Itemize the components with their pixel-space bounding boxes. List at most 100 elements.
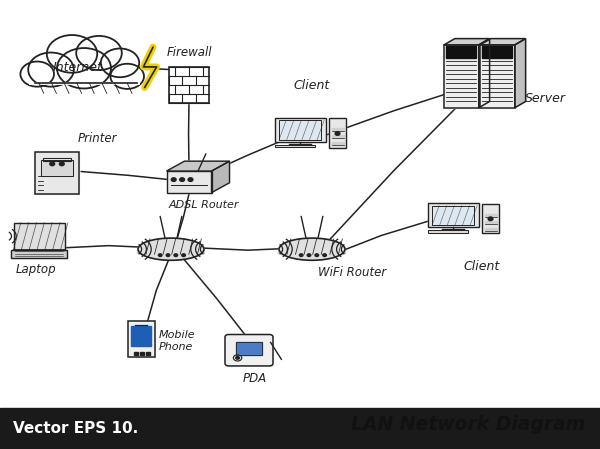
Circle shape bbox=[323, 254, 326, 256]
Bar bbox=[43, 158, 71, 161]
Text: Laptop: Laptop bbox=[16, 263, 56, 276]
Bar bbox=[427, 203, 479, 227]
Bar bbox=[485, 214, 497, 216]
Bar bbox=[43, 158, 71, 161]
Circle shape bbox=[182, 254, 185, 256]
Bar bbox=[485, 228, 497, 231]
Bar bbox=[482, 46, 512, 58]
Bar bbox=[140, 352, 144, 355]
Circle shape bbox=[233, 355, 242, 361]
Bar bbox=[11, 250, 67, 258]
Bar bbox=[167, 171, 212, 193]
Bar bbox=[444, 45, 479, 108]
Bar bbox=[427, 230, 468, 233]
Text: WiFi Router: WiFi Router bbox=[318, 266, 386, 279]
Bar bbox=[432, 206, 474, 225]
Polygon shape bbox=[515, 39, 526, 108]
Text: Vector EPS 10.: Vector EPS 10. bbox=[13, 421, 139, 436]
Circle shape bbox=[50, 162, 55, 166]
Circle shape bbox=[47, 35, 97, 73]
Circle shape bbox=[299, 254, 303, 256]
Circle shape bbox=[20, 62, 54, 87]
Polygon shape bbox=[185, 161, 229, 183]
Circle shape bbox=[180, 178, 185, 181]
Bar bbox=[14, 223, 65, 250]
Polygon shape bbox=[212, 161, 229, 193]
Circle shape bbox=[57, 48, 111, 88]
Bar bbox=[279, 120, 321, 140]
Polygon shape bbox=[167, 161, 229, 171]
Circle shape bbox=[158, 254, 162, 256]
Bar bbox=[11, 250, 67, 258]
Bar bbox=[30, 70, 138, 83]
Bar bbox=[444, 45, 479, 108]
Circle shape bbox=[166, 254, 170, 256]
Circle shape bbox=[172, 178, 176, 181]
Ellipse shape bbox=[137, 249, 205, 257]
Bar bbox=[480, 45, 515, 108]
Polygon shape bbox=[479, 39, 490, 108]
Bar bbox=[41, 160, 73, 176]
Bar bbox=[432, 206, 474, 225]
Text: Mobile
Phone: Mobile Phone bbox=[159, 330, 196, 352]
Ellipse shape bbox=[279, 238, 345, 260]
Circle shape bbox=[174, 254, 178, 256]
Text: Firewall: Firewall bbox=[166, 46, 212, 59]
Circle shape bbox=[76, 36, 122, 70]
Text: ADSL Router: ADSL Router bbox=[169, 200, 239, 210]
Bar bbox=[485, 221, 497, 224]
Bar bbox=[331, 136, 344, 138]
Bar bbox=[134, 352, 138, 355]
Bar bbox=[446, 46, 476, 58]
Bar bbox=[331, 142, 344, 145]
Bar bbox=[128, 321, 155, 357]
Text: LAN Network Diagram: LAN Network Diagram bbox=[351, 415, 585, 434]
Bar bbox=[482, 204, 499, 233]
Text: Printer: Printer bbox=[78, 132, 118, 145]
Bar bbox=[329, 119, 346, 148]
Circle shape bbox=[315, 254, 319, 256]
Bar bbox=[331, 128, 344, 131]
Circle shape bbox=[59, 162, 64, 166]
Bar bbox=[275, 118, 325, 142]
Bar bbox=[35, 152, 79, 194]
Bar bbox=[128, 321, 155, 357]
Circle shape bbox=[110, 64, 144, 89]
Circle shape bbox=[236, 357, 239, 359]
Text: Client: Client bbox=[294, 79, 330, 92]
Bar bbox=[0, 408, 600, 449]
Bar bbox=[275, 145, 316, 147]
Bar bbox=[131, 326, 151, 347]
Bar bbox=[169, 67, 209, 103]
Bar bbox=[236, 342, 262, 355]
Bar bbox=[275, 145, 316, 147]
Circle shape bbox=[335, 132, 340, 135]
Circle shape bbox=[488, 217, 493, 220]
Text: Internet: Internet bbox=[53, 61, 103, 74]
Bar bbox=[169, 67, 209, 103]
Polygon shape bbox=[480, 39, 526, 45]
Bar bbox=[482, 204, 499, 233]
Bar bbox=[427, 230, 468, 233]
Text: Client: Client bbox=[464, 260, 500, 273]
Ellipse shape bbox=[138, 238, 204, 260]
Bar bbox=[329, 119, 346, 148]
Circle shape bbox=[101, 48, 139, 77]
Bar bbox=[35, 152, 79, 194]
Text: Server: Server bbox=[525, 92, 566, 105]
Bar bbox=[279, 120, 321, 140]
Circle shape bbox=[307, 254, 311, 256]
Circle shape bbox=[188, 178, 193, 181]
Text: PDA: PDA bbox=[243, 372, 267, 385]
Bar bbox=[275, 118, 325, 142]
Bar bbox=[14, 223, 65, 250]
Bar bbox=[236, 342, 262, 355]
Bar bbox=[146, 352, 150, 355]
Bar bbox=[41, 160, 73, 176]
Circle shape bbox=[28, 53, 74, 87]
FancyBboxPatch shape bbox=[225, 335, 273, 366]
Polygon shape bbox=[444, 39, 490, 45]
Ellipse shape bbox=[278, 249, 346, 257]
Bar bbox=[427, 203, 479, 227]
Bar bbox=[480, 45, 515, 108]
